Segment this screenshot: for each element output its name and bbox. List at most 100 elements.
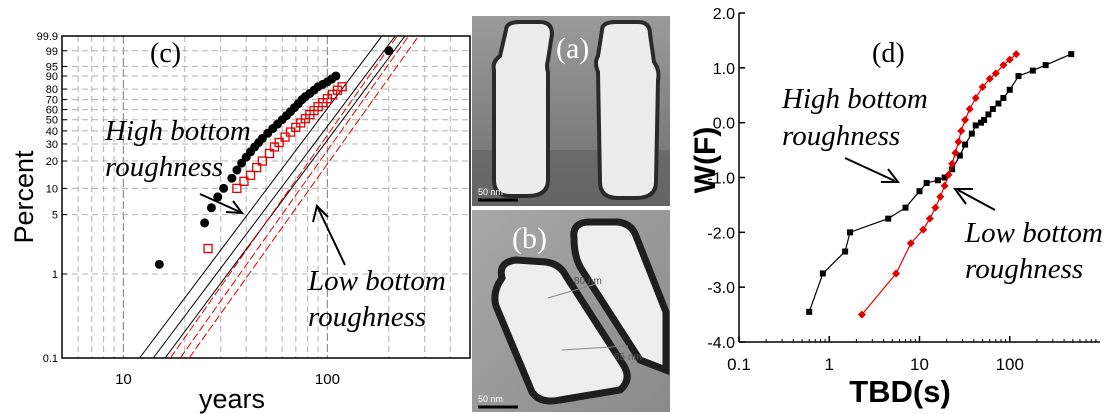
panel-c-point-high [154, 259, 164, 269]
panel-c-fit-line [164, 36, 406, 358]
panel-d-point-low [892, 269, 901, 278]
panel-d-tick-labels: -4.0 -3.0 -2.0 -1.0 0.0 1.0 2.0 0.1 1 10 100 [707, 6, 1097, 374]
panel-d-point-low [931, 203, 940, 212]
panel-d-y-tick-label: -2.0 [707, 225, 735, 242]
panel-d-point-high [934, 177, 941, 184]
panel-d-x-tick-label: 1 [825, 355, 834, 374]
panel-d-annotation-high-arrow [844, 157, 896, 182]
panel-d-point-low [991, 69, 1000, 78]
panel-c-y-tick-label: 40 [46, 126, 58, 138]
panel-d-point-high [847, 229, 854, 236]
panel-d-point-high [1068, 51, 1075, 58]
panel-d-point-low [965, 104, 974, 113]
panel-d-point-low [925, 214, 934, 223]
panel-d-annotation-low-line1: Low bottom [964, 217, 1103, 249]
panel-d-point-low [971, 93, 980, 102]
panel-a-sem-image: (a) 50 nm [472, 16, 670, 206]
panel-c-data-points [154, 46, 394, 269]
panel-b-trench-right [570, 218, 670, 376]
panel-d-point-low [1005, 55, 1014, 64]
panel-d-point-low [940, 181, 949, 190]
panel-d-point-high [916, 188, 923, 195]
panel-c-point-low [239, 176, 249, 186]
panel-d-point-high [1006, 86, 1013, 93]
panel-c-frame [61, 35, 471, 359]
panel-d-x-tick-label: 100 [996, 355, 1024, 374]
panel-d-y-axis-label: W(F) [689, 127, 722, 194]
panel-d-wf-plot: -4.0 -3.0 -2.0 -1.0 0.0 1.0 2.0 0.1 1 10 100 TBD(s… [689, 6, 1103, 409]
panel-c-y-tick-label: 50 [46, 115, 58, 127]
panel-d-point-low [857, 310, 866, 319]
panel-d-point-high [902, 204, 909, 211]
panel-c-point-low [252, 162, 262, 173]
panel-c-point-low [245, 170, 256, 180]
panel-c-y-tick-label: 1 [52, 269, 58, 281]
panel-d-point-high [806, 308, 813, 315]
panel-c-y-tick-label: 10 [46, 183, 58, 195]
panel-a-label: (a) [556, 32, 589, 65]
panel-c-point-high [206, 203, 216, 213]
panel-c-y-tick-label: 20 [46, 156, 58, 168]
panel-d-point-high [842, 248, 849, 255]
panel-c-point-low [280, 132, 290, 142]
panel-c-x-axis-label: years [199, 384, 265, 414]
panel-d-annotation-high-line2: roughness [782, 120, 900, 152]
panel-d-y-tick-label: 2.0 [713, 6, 735, 23]
panel-c-annotation-low-line1: Low bottom [307, 265, 446, 297]
panel-d-annotation-low-line2: roughness [965, 253, 1083, 285]
panel-d-point-low [1012, 50, 1021, 59]
panel-c-y-tick-label: 60 [46, 105, 58, 117]
panel-d-series-line-low [861, 53, 1017, 315]
panel-d-series [806, 50, 1075, 319]
panel-d-point-high [977, 119, 984, 126]
panel-c-y-tick-label: 5 [52, 210, 58, 222]
panel-c-point-high [232, 165, 242, 175]
panel-d-annotation-low-arrow [957, 189, 996, 211]
panel-c-point-high [384, 46, 394, 56]
panel-c-point-high [219, 183, 229, 193]
panel-c-y-tick-label: 95 [46, 61, 58, 73]
panel-c-annotation-low-arrowhead [312, 204, 329, 223]
panel-d-point-high [956, 152, 963, 159]
panel-c-point-low [203, 243, 213, 254]
panel-c-annotation-low-arrow [317, 207, 346, 266]
panel-d-x-axis-label: TBD(s) [849, 374, 951, 409]
panel-b-scale-bar-label: 50 nm [478, 394, 503, 404]
panel-d-point-high [941, 174, 948, 181]
panel-d-point-high [968, 130, 975, 137]
panel-c-annotation-high-arrow [199, 193, 241, 213]
panel-d-point-low [999, 61, 1008, 70]
panel-d-point-low [951, 148, 960, 157]
panel-d-label: (d) [872, 38, 905, 69]
panel-d-point-low [978, 83, 987, 92]
panel-c-point-low [337, 82, 347, 92]
panel-a-trench-right [594, 20, 661, 200]
panel-c-annotation-high-line1: High bottom [104, 115, 251, 147]
panel-b-measure-line-bottom [561, 345, 629, 351]
panel-c-label: (c) [150, 38, 181, 69]
panel-d-point-low [944, 170, 953, 179]
panel-b-measurement-top: 80 nm [574, 276, 602, 287]
panel-c-point-low [264, 148, 275, 159]
panel-d-point-low [957, 126, 966, 135]
panel-c-point-low [274, 137, 284, 148]
panel-d-annotation-high-arrowhead [881, 168, 901, 183]
panel-d-point-high [981, 116, 988, 123]
panel-c-y-tick-label: 70 [46, 95, 58, 107]
panel-c-y-tick-label: 99 [46, 46, 58, 58]
panel-b-trench-left [491, 256, 631, 405]
panel-d-point-low [919, 225, 928, 234]
panel-d-annotation-low-arrowhead [953, 188, 973, 205]
panel-c-y-tick-label: 99.9 [37, 31, 58, 43]
panel-d-y-tick-label: -1.0 [707, 171, 735, 188]
panel-c-grid [62, 35, 470, 359]
panel-c-annotation-high-arrowhead [225, 200, 245, 215]
panel-d-point-high [1015, 73, 1022, 80]
panel-d-point-high [885, 215, 892, 222]
panel-d-point-high [923, 179, 930, 186]
panel-c-point-high [213, 192, 223, 202]
panel-c-y-tick-label: 80 [46, 84, 58, 96]
